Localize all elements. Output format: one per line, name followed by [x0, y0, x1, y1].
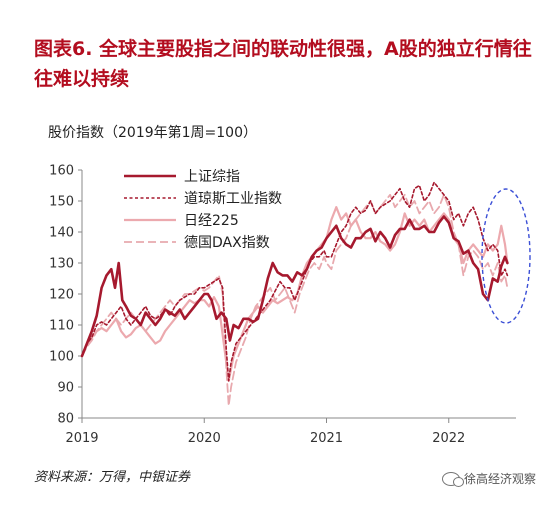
series-line-道琼斯工业指数: [81, 181, 509, 382]
wechat-icon: [441, 471, 464, 487]
series-line-上证综指: [80, 215, 509, 358]
y-tick-label: 80: [57, 412, 74, 427]
x-tick-label: 2022: [432, 431, 465, 446]
watermark-text: 徐高经济观察: [463, 472, 536, 486]
y-tick-label: 150: [49, 195, 74, 210]
x-tick-label: 2019: [65, 431, 98, 446]
y-tick-label: 100: [49, 350, 74, 365]
y-tick-label: 110: [49, 319, 74, 334]
y-tick-label: 90: [57, 381, 74, 396]
y-tick-label: 160: [49, 164, 74, 179]
figure-title: 图表6. 全球主要股指之间的联动性很强，A股的独立行情往往难以持续: [34, 38, 532, 90]
x-tick-label: 2020: [188, 431, 221, 446]
series-line-德国DAX指数: [81, 193, 509, 407]
legend-label: 日经225: [184, 213, 239, 229]
highlight-ellipse: [481, 188, 531, 324]
y-tick-label: 120: [49, 288, 74, 303]
y-tick-label: 130: [49, 257, 74, 272]
legend-label: 道琼斯工业指数: [184, 191, 282, 207]
series-line-日经225: [80, 206, 509, 382]
x-tick-label: 2021: [310, 431, 343, 446]
y-tick-label: 140: [49, 226, 74, 241]
legend-label: 德国DAX指数: [184, 235, 270, 251]
source-note: 资料来源：万得，中银证券: [34, 470, 191, 485]
watermark: 徐高经济观察: [441, 470, 536, 487]
y-axis-unit-label: 股价指数（2019年第1周=100）: [48, 125, 257, 141]
legend-label: 上证综指: [184, 169, 240, 185]
